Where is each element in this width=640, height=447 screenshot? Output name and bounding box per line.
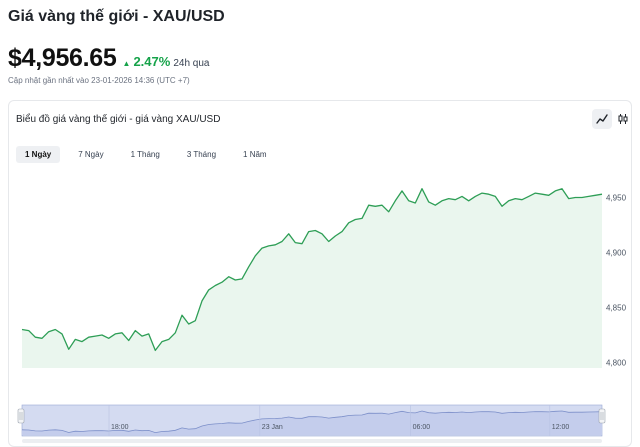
page-title: Giá vàng thế giới - XAU/USD: [8, 8, 225, 25]
price-area: [22, 188, 602, 368]
price-line: [21, 188, 603, 352]
last-updated: Cập nhật gần nhất vào 23-01-2026 14:36 (…: [8, 76, 190, 85]
navigator-tick-label: 12:00: [552, 424, 570, 431]
navigator-scrollbar[interactable]: [22, 439, 602, 443]
navigator-tick-label: 18:00: [111, 424, 129, 431]
candlestick-button[interactable]: [613, 109, 633, 129]
candlestick-icon: [618, 114, 628, 124]
change-period: 24h qua: [173, 58, 210, 69]
navigator[interactable]: 18:00 23 Jan 06:00 12:00: [17, 404, 606, 437]
y-tick-label: 4,800: [606, 359, 627, 368]
y-tick-label: 4,850: [606, 304, 627, 313]
price-chart[interactable]: 4,800 4,850 4,900 4,950 18:00 23 Jan 06:00 12:…: [9, 101, 633, 447]
tab-3-months[interactable]: 3 Tháng: [186, 150, 217, 159]
price-change: ▲ 2.47% 24h qua: [123, 54, 210, 69]
navigator-tick-label: 06:00: [413, 424, 431, 431]
line-chart-button[interactable]: [592, 109, 612, 129]
change-percent: 2.47%: [133, 54, 171, 69]
up-arrow-icon: ▲: [122, 59, 131, 68]
y-tick-label: 4,950: [606, 194, 627, 203]
chart-card: Biểu đồ giá vàng thế giới - giá vàng XAU…: [8, 100, 632, 447]
navigator-line: [21, 410, 603, 434]
navigator-tick-label: 23 Jan: [262, 424, 283, 431]
tab-1-year[interactable]: 1 Năm: [243, 150, 267, 159]
navigator-left-handle[interactable]: [17, 408, 25, 424]
tab-1-day[interactable]: 1 Ngày: [16, 146, 61, 163]
range-tabs: 1 Ngày 7 Ngày 1 Tháng 3 Tháng 1 Năm: [16, 146, 285, 163]
price-row: $4,956.65 ▲ 2.47% 24h qua: [8, 44, 209, 73]
navigator-area: [22, 411, 602, 435]
chart-title: Biểu đồ giá vàng thế giới - giá vàng XAU…: [16, 114, 221, 125]
line-chart-icon: [596, 114, 608, 124]
current-price: $4,956.65: [8, 44, 117, 72]
y-tick-label: 4,900: [606, 249, 627, 258]
tab-1-month[interactable]: 1 Tháng: [130, 150, 160, 159]
navigator-right-handle[interactable]: [598, 408, 606, 424]
tab-7-days[interactable]: 7 Ngày: [78, 150, 104, 159]
